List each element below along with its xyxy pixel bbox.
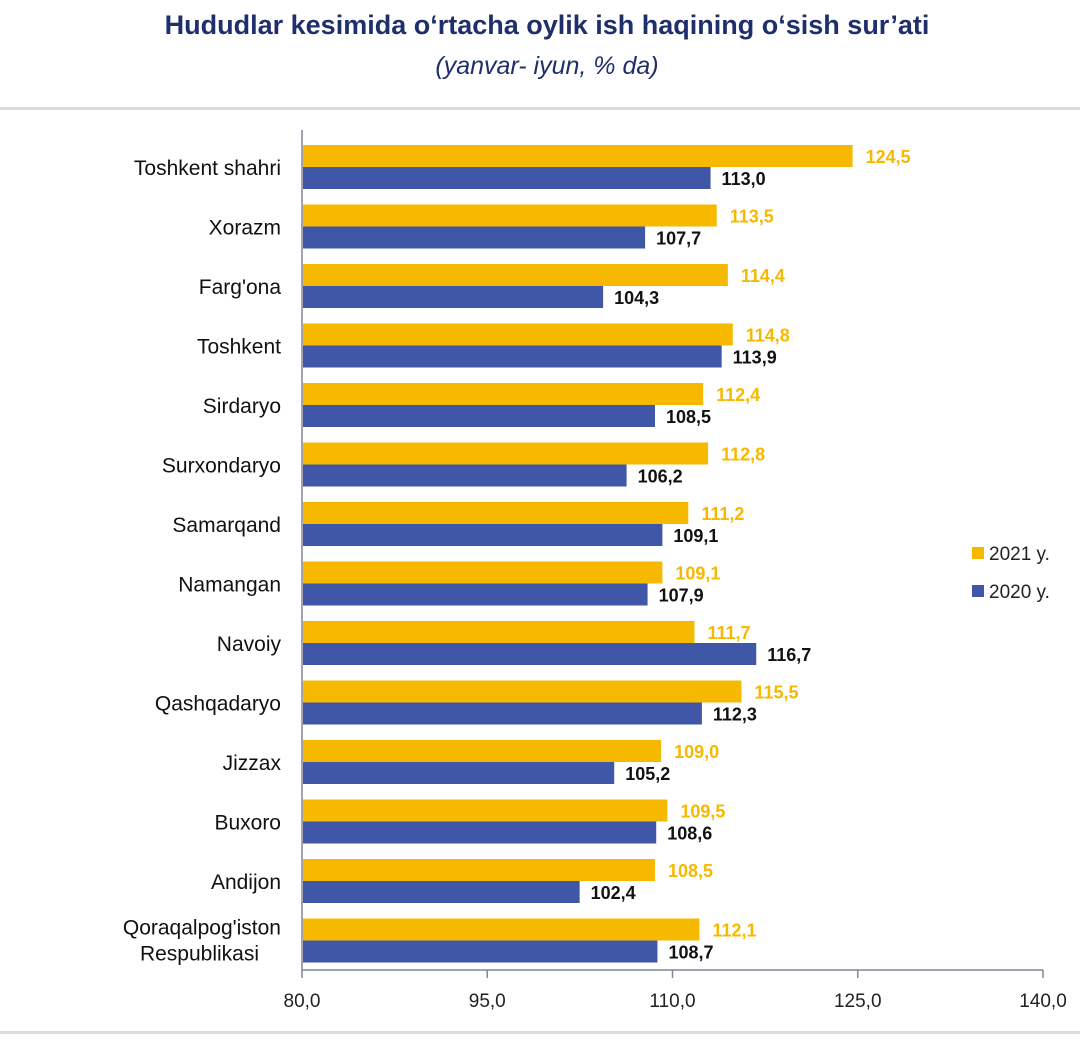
- bar-2020: [303, 643, 757, 665]
- bar-2021: [303, 621, 695, 643]
- bar-2021: [303, 502, 689, 524]
- legend-item-2021: 2021 y.: [972, 544, 1050, 566]
- data-label-2021: 109,5: [680, 802, 725, 822]
- data-label-2021: 124,5: [866, 147, 911, 167]
- data-label-2020: 108,5: [666, 407, 711, 427]
- bar-2020: [303, 226, 646, 249]
- bar-2020: [303, 524, 663, 546]
- bottom-divider: [0, 1031, 1080, 1034]
- bar-2020: [303, 881, 580, 903]
- bar-2020: [303, 167, 711, 189]
- chart-subtitle: (yanvar- iyun, % da): [435, 52, 659, 80]
- bar-2020: [303, 464, 627, 487]
- bar-2021: [303, 383, 704, 405]
- data-label-2020: 108,6: [667, 824, 712, 844]
- data-label-2020: 105,2: [625, 764, 670, 784]
- data-label-2020: 102,4: [591, 883, 636, 903]
- category-label: Buxoro: [214, 812, 281, 835]
- bar-2021: [303, 740, 662, 762]
- data-label-2020: 112,3: [713, 705, 757, 725]
- x-tick-label: 125,0: [834, 991, 882, 1012]
- bar-2021: [303, 323, 733, 346]
- bar-2020: [303, 345, 722, 368]
- data-label-2020: 113,9: [733, 348, 777, 368]
- data-label-2020: 108,7: [668, 943, 713, 963]
- x-tick-label: 140,0: [1019, 991, 1067, 1012]
- data-label-2020: 113,0: [722, 169, 766, 189]
- category-label: Xorazm: [209, 217, 281, 240]
- legend-swatch-2021: [972, 547, 984, 559]
- data-label-2020: 107,7: [656, 229, 701, 249]
- bar-2021: [303, 264, 728, 286]
- category-label: Toshkent: [197, 336, 281, 359]
- data-label-2021: 111,7: [707, 623, 750, 643]
- category-label: Toshkent shahri: [134, 157, 281, 180]
- category-label: Namangan: [178, 574, 281, 597]
- x-tick-label: 95,0: [469, 991, 506, 1012]
- bar-2021: [303, 859, 655, 881]
- bar-2021: [303, 204, 717, 227]
- data-label-2021: 108,5: [668, 861, 713, 881]
- data-label-2021: 114,4: [741, 266, 785, 286]
- x-tick-label: 80,0: [284, 991, 321, 1012]
- data-label-2021: 112,8: [721, 445, 765, 465]
- legend-label-2020: 2020 y.: [989, 582, 1050, 603]
- bar-2020: [303, 702, 702, 725]
- data-label-2021: 109,1: [675, 564, 720, 584]
- bar-2020: [303, 405, 655, 427]
- data-label-2020: 109,1: [673, 526, 718, 546]
- category-label: Andijon: [211, 871, 281, 894]
- category-label: Navoiy: [217, 633, 282, 656]
- bar-2020: [303, 940, 658, 963]
- category-label: Jizzax: [223, 752, 282, 775]
- data-label-2021: 112,4: [716, 385, 760, 405]
- data-label-2020: 116,7: [767, 645, 811, 665]
- category-label: Samarqand: [172, 514, 281, 537]
- bar-2020: [303, 762, 615, 784]
- bar-2020: [303, 286, 604, 308]
- bar-2021: [303, 799, 668, 822]
- category-label: Qoraqalpog'iston Respublikasi: [123, 917, 281, 966]
- x-tick-label: 110,0: [649, 991, 695, 1012]
- data-label-2020: 106,2: [638, 467, 683, 487]
- legend-item-2020: 2020 y.: [972, 582, 1050, 604]
- legend-label-2021: 2021 y.: [989, 544, 1050, 565]
- category-label: Surxondaryo: [162, 455, 281, 478]
- category-label: Farg'ona: [199, 276, 282, 299]
- data-label-2021: 109,0: [674, 742, 719, 762]
- top-divider: [0, 107, 1080, 110]
- bar-2020: [303, 583, 648, 606]
- data-label-2021: 113,5: [730, 207, 774, 227]
- data-label-2021: 112,1: [712, 921, 756, 941]
- category-label: Sirdaryo: [203, 395, 281, 418]
- data-label-2020: 107,9: [659, 586, 704, 606]
- data-label-2020: 104,3: [614, 288, 659, 308]
- legend-swatch-2020: [972, 585, 984, 597]
- bar-2021: [303, 145, 853, 167]
- data-label-2021: 111,2: [701, 504, 744, 524]
- bar-2021: [303, 442, 709, 465]
- data-label-2021: 114,8: [746, 326, 790, 346]
- bar-2021: [303, 561, 663, 584]
- category-label: Qashqadaryo: [155, 693, 281, 716]
- bar-2020: [303, 821, 657, 844]
- bar-2021: [303, 918, 700, 941]
- chart-title: Hududlar kesimida o‘rtacha oylik ish haq…: [164, 10, 930, 40]
- data-label-2021: 115,5: [754, 683, 798, 703]
- bar-2021: [303, 680, 742, 703]
